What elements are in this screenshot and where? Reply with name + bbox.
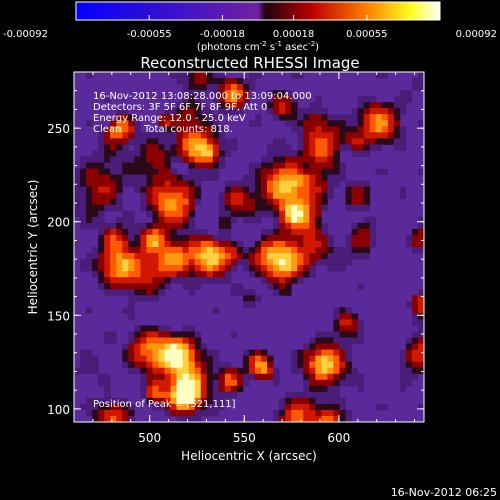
x-tick-label: 600 — [327, 431, 350, 445]
colorbar-tick-label: 0.00092 — [456, 29, 497, 40]
annotation-time-range: 16-Nov-2012 13:08:28.000 to 13:09:04.000 — [93, 91, 312, 102]
annotation-energy-range: Energy Range: 12.0 - 25.0 keV — [93, 113, 246, 124]
annotation-peak: Position of Peak = [521,111] — [93, 399, 236, 410]
colorbar-tick-label: 0.00018 — [273, 29, 314, 40]
y-tick-label: 100 — [47, 403, 70, 417]
colorbar-tick-label: -0.00018 — [200, 29, 245, 40]
colorbar-tick-label: 0.00055 — [346, 29, 387, 40]
y-tick-label: 200 — [47, 216, 70, 230]
y-tick-label: 150 — [47, 309, 70, 323]
y-axis-label: Heliocentric Y (arcsec) — [26, 180, 40, 315]
y-axis: 100 150 200 250 — [47, 90, 424, 417]
colorbar-unit-label: (photons cm-2 s-1 asec-2) — [197, 40, 319, 53]
colorbar-tick-label: -0.00055 — [127, 29, 172, 40]
annotation-clean: Clean — [93, 124, 121, 135]
y-tick-label: 250 — [47, 122, 70, 136]
annotation-detectors: Detectors: 3F 5F 6F 7F 8F 9F, Att 0 — [93, 102, 267, 113]
footer-timestamp: 16-Nov-2012 06:25 — [391, 486, 497, 499]
plot-frame — [73, 71, 425, 423]
chart-title: Reconstructed RHESSI Image — [140, 54, 359, 72]
heatmap-image — [74, 72, 424, 422]
colorbar-tick-label: -0.00092 — [3, 29, 48, 40]
colorbar — [75, 1, 441, 21]
annotation-block: 16-Nov-2012 13:08:28.000 to 13:09:04.000… — [93, 91, 312, 410]
x-tick-label: 500 — [138, 431, 161, 445]
x-axis: 500 550 600 — [92, 72, 416, 445]
x-axis-label: Heliocentric X (arcsec) — [181, 449, 317, 463]
x-tick-label: 550 — [233, 431, 256, 445]
colorbar-ticks: -0.00092 -0.00055 -0.00018 0.00018 0.00055 0.… — [3, 15, 497, 40]
annotation-total-counts: Total counts: 818. — [143, 124, 233, 135]
